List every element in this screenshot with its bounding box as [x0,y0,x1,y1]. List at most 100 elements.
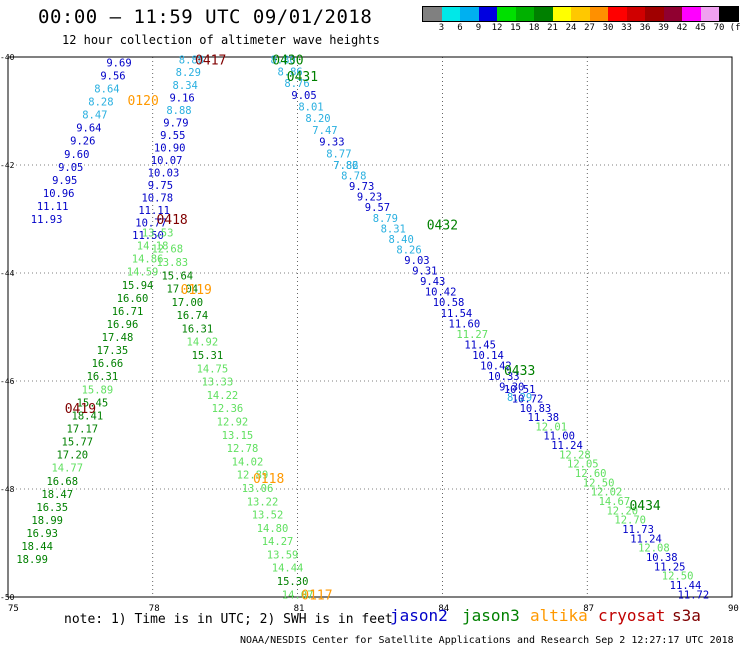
wave-height-value: 12.92 [217,417,249,429]
wave-height-value: 16.74 [177,310,209,322]
color-scale-bar [422,6,739,22]
longitude-label: 87 [583,604,594,614]
wave-height-value: 8.01 [298,102,323,114]
map-frame [7,56,733,598]
wave-height-value: 18.44 [21,541,53,553]
latitude-label: -42 [0,161,15,170]
wave-height-value: 9.75 [148,180,173,192]
wave-height-value: 12.50 [583,477,615,489]
wave-height-value: 10.83 [520,403,552,415]
color-swatch [515,7,534,21]
wave-height-value: 14.44 [272,563,304,575]
wave-height-value: 9.57 [365,202,390,214]
wave-height-value: 11.72 [678,589,710,601]
color-swatch [719,7,738,21]
legend-s3a: s3a [672,606,701,625]
wave-height-value: 14.75 [197,363,229,375]
footer-note: note: 1) Time is in UTC; 2) SWH is in fe… [64,612,393,627]
latitude-label: -50 [0,593,15,602]
pass-time-label: 0432 [427,218,458,233]
color-scale-tick-label: 6 [457,23,463,33]
latitude-label: -46 [0,377,15,386]
wave-height-value: 8.77 [326,148,351,160]
pass-time-label: 0117 [301,588,332,603]
credit-line: NOAA/NESDIS Center for Satellite Applica… [240,635,734,646]
wave-height-value: 12.02 [591,487,623,499]
wave-height-value: 11.54 [441,308,473,320]
color-scale-tick-label: 12 [491,23,503,33]
pass-time-label: 0120 [127,94,158,109]
color-swatch [460,7,479,21]
wave-height-value: 8.80 [270,55,295,67]
pass-time-label: 0430 [272,54,303,69]
wave-height-value: 10.51 [504,384,536,396]
wave-height-value: 16.68 [46,476,78,488]
wave-height-value: 9.23 [357,192,382,204]
wave-height-value: 12.68 [151,244,183,256]
wave-height-value: 9.60 [64,149,89,161]
wave-height-value: 8.79 [373,213,398,225]
wave-height-value: 9.26 [70,136,95,148]
wave-height-value: 10.42 [480,361,512,373]
color-scale-tick-label: 30 [602,23,614,33]
wave-height-value: 8.28 [88,97,113,109]
color-swatch [534,7,553,21]
wave-height-value: 13.52 [252,510,284,522]
pass-time-label: 0118 [253,472,284,487]
wave-height-value: 11.45 [464,339,496,351]
wave-height-value: 9.16 [169,92,194,104]
color-swatch [608,7,627,21]
wave-height-value: 14.27 [262,536,294,548]
wave-height-value: 11.27 [456,329,488,341]
wave-height-value: 12.01 [535,421,567,433]
wave-height-value: 8.31 [381,223,406,235]
color-scale-tick-label: 70 [713,23,725,33]
wave-height-value: 8.40 [389,234,414,246]
pass-time-label: 0418 [156,213,187,228]
latitude-label: -48 [0,485,15,494]
color-swatch [626,7,645,21]
wave-height-value: 16.60 [117,293,149,305]
wave-height-value: 9.55 [160,130,185,142]
wave-height-value: 12.05 [567,459,599,471]
wave-height-value: 17.04 [167,284,199,296]
wave-height-value: 8.64 [94,84,119,96]
wave-height-value: 8.88 [166,105,191,117]
wave-height-value: 14.92 [187,337,219,349]
color-scale-tick-label: 18 [528,23,540,33]
wave-height-value: 10.38 [646,552,678,564]
wave-height-value: 12.28 [559,449,591,461]
wave-height-value: 11.50 [132,230,164,242]
wave-height-value: 8.88 [179,55,204,67]
wave-height-value: 14.59 [127,267,159,279]
color-scale-tick-label: 45 [695,23,706,33]
longitude-label: 90 [728,604,739,614]
wave-height-value: 11.38 [528,412,560,424]
wave-height-value: 14.07 [282,589,314,601]
color-swatch [700,7,719,21]
wave-height-value: 11.73 [622,524,654,536]
wave-height-value: 10.78 [141,193,173,205]
wave-height-value: 8.78 [341,171,366,183]
wave-height-value: 12.78 [227,443,259,455]
wave-height-value: 14.18 [137,241,169,253]
wave-height-value: 16.66 [92,358,124,370]
wave-height-value: 13.06 [242,483,274,495]
color-swatch [552,7,571,21]
wave-height-value: 15.89 [82,384,114,396]
color-swatch [423,7,442,21]
wave-height-value: 12.89 [237,470,269,482]
wave-height-value: 17.48 [102,332,134,344]
wave-height-value: 10.96 [43,188,75,200]
wave-height-value: 9.64 [76,123,101,135]
wave-height-value: 8.47 [82,110,107,122]
wave-height-value: 15.77 [62,437,94,449]
wave-height-value: 9.31 [412,266,437,278]
wave-height-value: 9.33 [319,137,344,149]
wave-height-value: 9.69 [106,57,131,69]
wave-height-value: 18.47 [41,489,73,501]
color-scale-tick-label: 9 [475,23,482,33]
wave-height-value: 13.22 [247,496,279,508]
legend-cryosat: cryosat [598,606,666,625]
